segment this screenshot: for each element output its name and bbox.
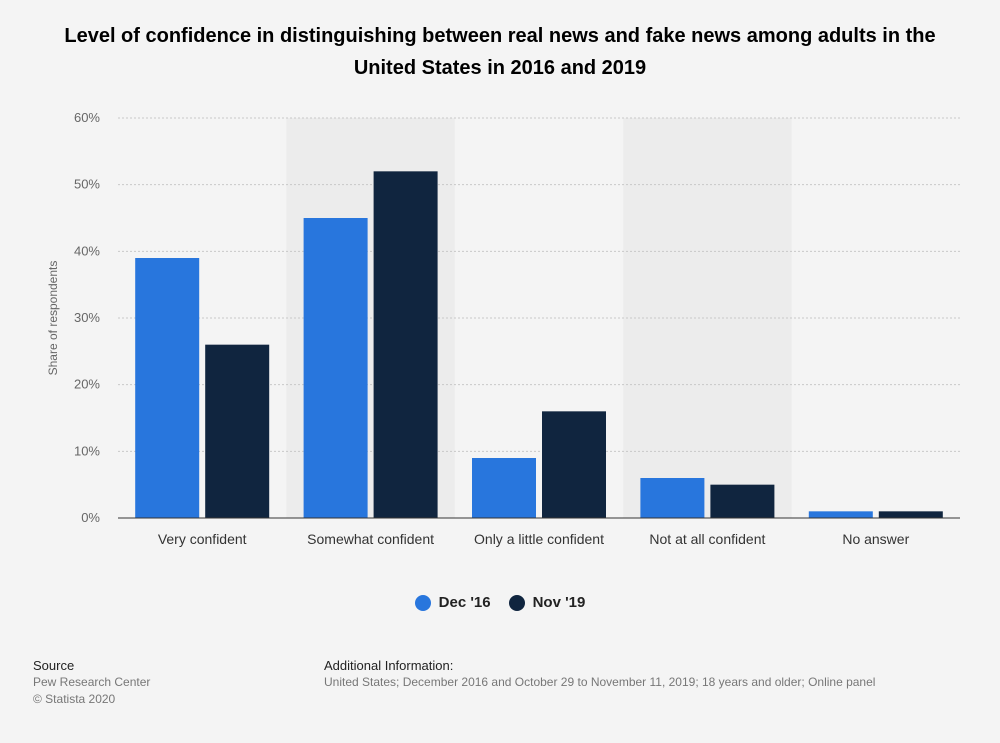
additional-info-block: Additional Information: United States; D…	[324, 657, 875, 691]
bar-dec16	[472, 458, 536, 518]
y-tick-label: 40%	[74, 243, 100, 258]
source-name[interactable]: Pew Research Center	[33, 675, 151, 689]
bar-dec16	[135, 258, 200, 518]
x-category-label: Somewhat confident	[307, 531, 434, 547]
source-heading: Source	[33, 658, 75, 673]
y-tick-label: 20%	[74, 377, 100, 392]
additional-info-text: United States; December 2016 and October…	[324, 675, 876, 689]
bar-nov19	[373, 171, 438, 519]
chart-title: Level of confidence in distinguishing be…	[64, 25, 936, 79]
x-category-label: Only a little confident	[474, 531, 604, 547]
y-tick-label: 30%	[74, 310, 100, 325]
legend: Dec '16 Nov '19	[0, 594, 1000, 611]
bar-dec16	[640, 478, 705, 518]
y-tick-label: 50%	[74, 177, 100, 192]
copyright: © Statista 2020	[33, 692, 116, 706]
bar-dec16	[808, 511, 873, 518]
legend-dot-icon	[508, 594, 525, 611]
legend-label: Dec '16	[438, 594, 491, 611]
x-category-label: No answer	[842, 531, 909, 547]
y-axis-title: Share of respondents	[46, 261, 60, 376]
x-category-label: Not at all confident	[649, 531, 765, 547]
legend-item-dec16[interactable]: Dec '16	[414, 594, 491, 611]
bar-dec16	[303, 218, 368, 518]
legend-item-nov19[interactable]: Nov '19	[508, 594, 586, 611]
y-tick-label: 60%	[74, 110, 100, 125]
source-block: Source Pew Research Center © Statista 20…	[33, 657, 150, 708]
x-category-label: Very confident	[158, 531, 247, 547]
y-tick-label: 0%	[81, 510, 100, 525]
bar-nov19	[710, 484, 775, 518]
bar-nov19	[878, 511, 943, 518]
additional-info-heading: Additional Information:	[324, 658, 454, 673]
bar-nov19	[205, 344, 270, 518]
bar-nov19	[542, 411, 606, 518]
legend-dot-icon	[414, 594, 431, 611]
legend-label: Nov '19	[532, 594, 586, 611]
y-tick-label: 10%	[74, 443, 100, 458]
